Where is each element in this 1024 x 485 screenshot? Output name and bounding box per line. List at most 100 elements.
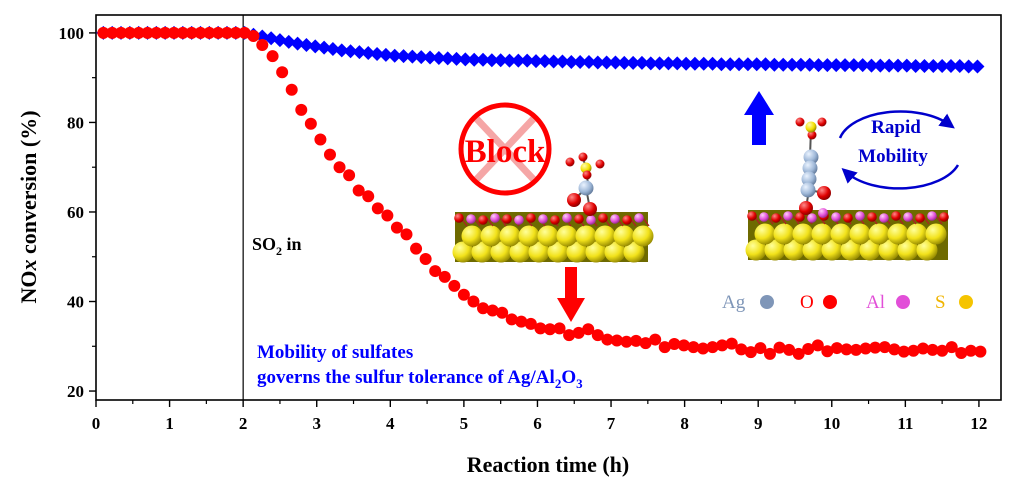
- gold-atom: [461, 225, 483, 247]
- data-point-circle: [582, 323, 595, 336]
- data-point-diamond: [537, 54, 552, 69]
- gold-atom: [471, 241, 493, 263]
- data-point-circle: [150, 26, 163, 39]
- data-point-diamond: [643, 56, 658, 71]
- surface-atom: [783, 211, 793, 221]
- y-tick-label: 40: [67, 293, 84, 312]
- data-point-diamond: [414, 50, 429, 65]
- data-point-circle: [926, 343, 939, 356]
- data-point-circle: [553, 322, 566, 335]
- data-point-diamond: [511, 53, 526, 68]
- data-point-circle: [668, 338, 681, 351]
- x-tick-label: 2: [239, 414, 248, 433]
- data-point-diamond: [272, 33, 287, 48]
- data-point-diamond: [325, 42, 340, 57]
- gold-atom: [821, 239, 843, 261]
- data-point-diamond: [423, 50, 438, 65]
- data-point-diamond: [634, 55, 649, 70]
- gold-atom: [773, 223, 795, 245]
- gold-atom: [792, 223, 814, 245]
- data-point-circle: [410, 242, 423, 255]
- data-point-diamond: [838, 58, 853, 73]
- data-point-circle: [773, 341, 786, 354]
- data-point-circle: [639, 337, 652, 350]
- data-point-circle: [811, 339, 824, 352]
- data-point-diamond: [449, 51, 464, 66]
- surface-atom: [891, 211, 901, 221]
- data-point-diamond: [767, 57, 782, 72]
- x-tick-label: 11: [897, 414, 913, 433]
- data-point-circle: [448, 279, 461, 292]
- gold-atom: [840, 239, 862, 261]
- gold-atom: [537, 225, 559, 247]
- data-point-diamond: [370, 46, 385, 61]
- data-point-circle: [295, 103, 308, 116]
- data-point-circle: [505, 313, 518, 326]
- data-point-diamond: [846, 58, 861, 73]
- gold-atom: [518, 225, 540, 247]
- gold-atom: [585, 241, 607, 263]
- data-point-circle: [486, 304, 499, 317]
- y-tick-label: 80: [67, 113, 84, 132]
- data-point-circle: [132, 26, 145, 39]
- data-point-circle: [496, 306, 509, 319]
- data-point-diamond: [652, 56, 667, 71]
- x-tick-label: 0: [92, 414, 101, 433]
- x-tick-label: 1: [165, 414, 174, 433]
- gold-atom: [906, 223, 928, 245]
- data-point-diamond: [802, 57, 817, 72]
- surface-atom: [915, 213, 925, 223]
- data-point-circle: [457, 288, 470, 301]
- data-point-diamond: [705, 56, 720, 71]
- surface-bond: [642, 217, 650, 227]
- up-arrow: [744, 91, 774, 145]
- gold-atom: [623, 241, 645, 263]
- data-point-circle: [167, 26, 180, 39]
- x-tick-label: 4: [386, 414, 395, 433]
- data-point-circle: [203, 26, 216, 39]
- data-point-diamond: [608, 55, 623, 70]
- surface-atom: [610, 214, 620, 224]
- data-point-diamond: [528, 54, 543, 69]
- data-point-diamond: [696, 56, 711, 71]
- gold-atom: [480, 225, 502, 247]
- surface-atom: [562, 213, 572, 223]
- data-point-diamond: [749, 57, 764, 72]
- legend-ag-dot: [760, 295, 774, 309]
- data-point-diamond: [970, 59, 985, 74]
- data-point-diamond: [829, 58, 844, 73]
- y-axis-label: NOx conversion (%): [16, 110, 41, 303]
- data-point-circle: [381, 209, 394, 222]
- gold-atom: [594, 225, 616, 247]
- data-point-circle: [601, 333, 614, 346]
- data-point-circle: [115, 26, 128, 39]
- x-tick-label: 8: [680, 414, 689, 433]
- data-point-diamond: [714, 57, 729, 72]
- surface-atom: [759, 212, 769, 222]
- data-point-circle: [438, 270, 451, 283]
- data-point-diamond: [793, 57, 808, 72]
- data-point-circle: [974, 345, 987, 358]
- data-point-diamond: [855, 58, 870, 73]
- data-point-circle: [869, 341, 882, 354]
- data-point-circle: [735, 343, 748, 356]
- gold-atom: [499, 225, 521, 247]
- data-point-diamond: [890, 58, 905, 73]
- data-point-circle: [467, 295, 480, 308]
- data-point-circle: [955, 346, 968, 359]
- surface-atom: [795, 212, 805, 222]
- data-point-diamond: [308, 39, 323, 54]
- surface-atom: [466, 214, 476, 224]
- data-point-diamond: [378, 47, 393, 62]
- data-point-diamond: [899, 58, 914, 73]
- surface-atom: [526, 213, 536, 223]
- data-point-circle: [763, 347, 776, 360]
- data-point-diamond: [935, 59, 950, 74]
- data-point-circle: [964, 344, 977, 357]
- data-point-circle: [285, 83, 298, 96]
- gold-atom: [566, 241, 588, 263]
- data-point-circle: [247, 30, 260, 43]
- data-point-circle: [352, 184, 365, 197]
- gold-atom: [878, 239, 900, 261]
